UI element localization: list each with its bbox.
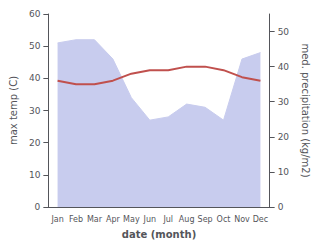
svg-text:Feb: Feb (69, 215, 83, 224)
svg-text:max temp (C): max temp (C) (8, 76, 19, 145)
svg-text:20: 20 (29, 138, 41, 148)
svg-text:40: 40 (278, 62, 290, 72)
svg-text:30: 30 (278, 97, 290, 107)
svg-text:Nov: Nov (234, 215, 250, 224)
svg-text:60: 60 (29, 9, 41, 19)
svg-text:0: 0 (35, 202, 41, 212)
svg-text:May: May (123, 215, 140, 224)
svg-text:0: 0 (278, 202, 284, 212)
svg-text:Sep: Sep (198, 215, 213, 224)
svg-text:Mar: Mar (87, 215, 103, 224)
svg-text:Aug: Aug (179, 215, 195, 224)
svg-text:Jun: Jun (143, 215, 157, 224)
svg-text:Dec: Dec (253, 215, 268, 224)
svg-text:20: 20 (278, 132, 290, 142)
svg-text:Jan: Jan (50, 215, 63, 224)
svg-text:40: 40 (29, 73, 41, 83)
svg-text:Oct: Oct (217, 215, 231, 224)
svg-text:30: 30 (29, 106, 41, 116)
svg-text:med. precipitation (kg/m2): med. precipitation (kg/m2) (300, 43, 311, 177)
svg-text:Jul: Jul (162, 215, 173, 224)
svg-text:10: 10 (278, 167, 290, 177)
svg-text:date (month): date (month) (122, 229, 196, 240)
svg-text:Apr: Apr (106, 215, 121, 224)
svg-text:10: 10 (29, 170, 41, 180)
svg-text:50: 50 (29, 41, 41, 51)
svg-text:50: 50 (278, 27, 290, 37)
